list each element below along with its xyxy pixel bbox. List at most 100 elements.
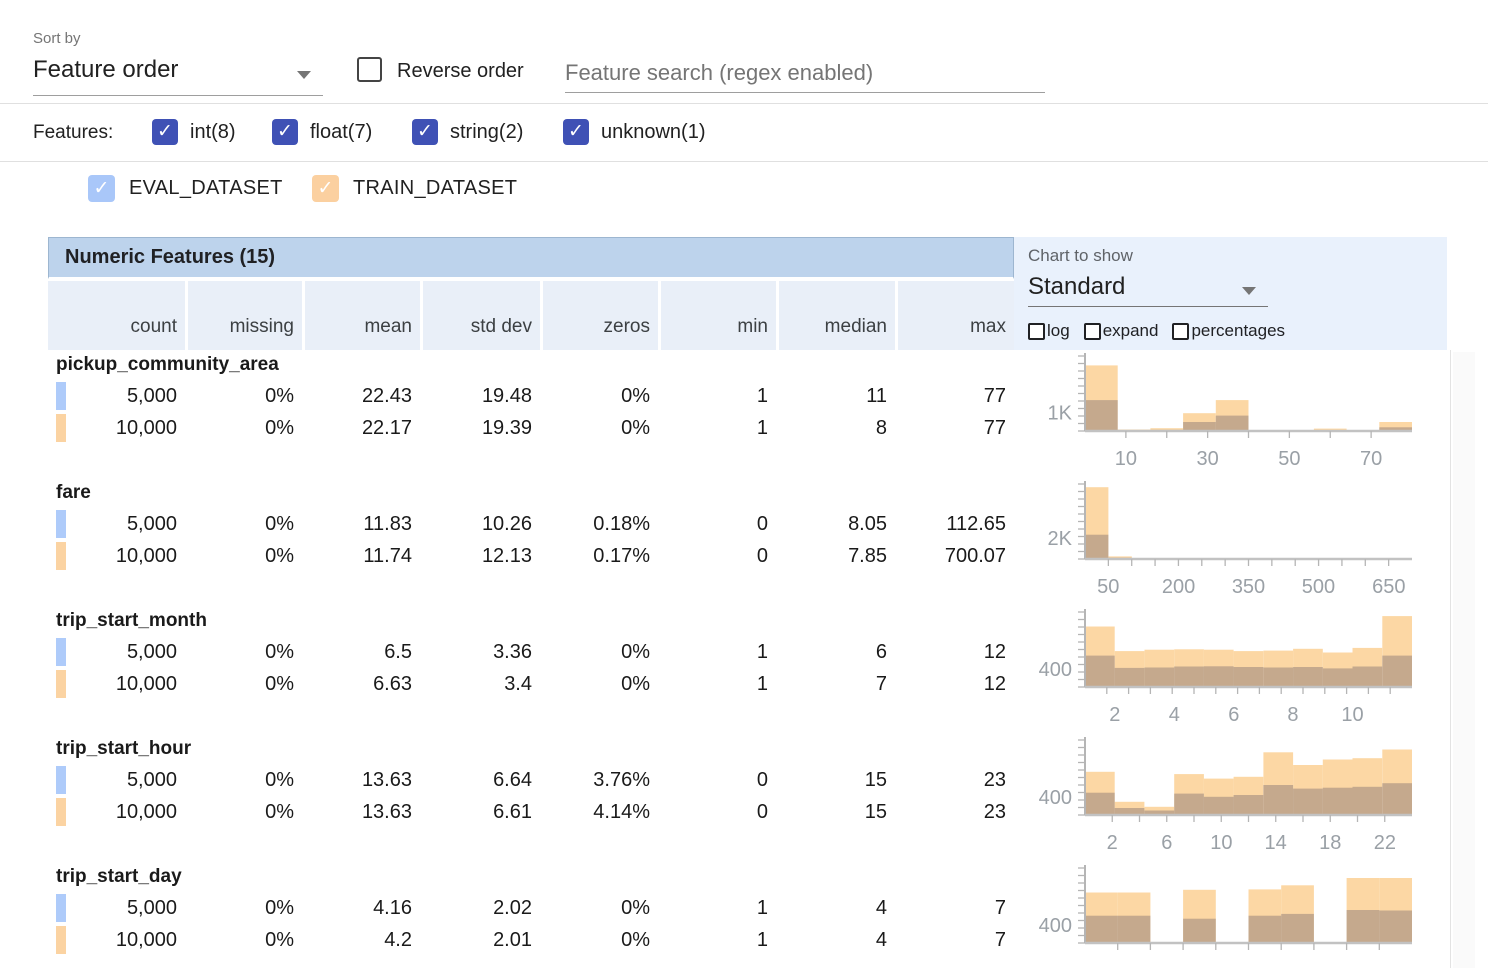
svg-text:18: 18 xyxy=(1319,832,1341,854)
search-input[interactable] xyxy=(565,52,1045,86)
checkbox-empty-icon[interactable] xyxy=(1083,322,1101,340)
filter-string[interactable]: ✓ string(2) xyxy=(412,119,523,145)
expand-label: expand xyxy=(1102,321,1159,340)
stat-count: 5,000 xyxy=(126,641,177,663)
stat-median: 7.85 xyxy=(848,545,887,567)
stat-stddev: 19.39 xyxy=(481,417,532,439)
checkbox-checked-icon[interactable]: ✓ xyxy=(152,119,178,145)
col-min: min xyxy=(658,281,776,350)
checkbox-checked-icon[interactable]: ✓ xyxy=(88,175,115,202)
svg-text:2: 2 xyxy=(1107,832,1118,854)
sort-by-dropdown[interactable]: Feature order xyxy=(33,56,323,96)
svg-text:2K: 2K xyxy=(1048,528,1073,550)
stat-stddev: 6.64 xyxy=(493,769,532,791)
stat-min: 0 xyxy=(756,769,768,791)
stat-missing: 0% xyxy=(265,417,294,439)
stat-stddev: 3.4 xyxy=(504,673,532,695)
feature-block: pickup_community_area 5,000 0% 22.43 19.… xyxy=(48,350,1014,478)
stat-max: 23 xyxy=(983,769,1006,791)
svg-text:400: 400 xyxy=(1039,659,1072,681)
stat-min: 1 xyxy=(756,417,768,439)
checkbox-checked-icon[interactable]: ✓ xyxy=(563,119,589,145)
stat-mean: 6.5 xyxy=(384,641,412,663)
dropdown-underline xyxy=(1028,306,1268,307)
log-checkbox[interactable]: log xyxy=(1028,321,1070,341)
eval-stats-row: 5,000 0% 6.5 3.36 0% 1 6 12 xyxy=(48,637,1014,668)
features-list: pickup_community_area 5,000 0% 22.43 19.… xyxy=(0,350,1488,968)
feature-search-field[interactable] xyxy=(565,52,1045,93)
stat-count: 10,000 xyxy=(115,417,177,439)
svg-text:1K: 1K xyxy=(1048,402,1073,424)
stat-min: 1 xyxy=(756,385,768,407)
chart-type-dropdown[interactable]: Standard xyxy=(1028,273,1126,300)
eval-stats-row: 5,000 0% 22.43 19.48 0% 1 11 77 xyxy=(48,381,1014,412)
feature-name: trip_start_hour xyxy=(56,738,192,759)
stat-zeros: 0% xyxy=(621,673,650,695)
checkbox-empty-icon[interactable] xyxy=(1172,322,1190,340)
svg-text:200: 200 xyxy=(1162,576,1195,598)
eval-color-chip xyxy=(56,638,66,666)
eval-color-chip xyxy=(56,382,66,410)
train-color-chip xyxy=(56,798,66,826)
scrollbar-track[interactable] xyxy=(1453,352,1475,968)
stat-count: 5,000 xyxy=(126,769,177,791)
stat-max: 7 xyxy=(994,897,1006,919)
stat-max: 77 xyxy=(983,417,1006,439)
feature-histogram-chart: 2K 50 200 350 500 650 xyxy=(1048,481,1412,598)
checkbox-checked-icon[interactable]: ✓ xyxy=(312,175,339,202)
eval-color-chip xyxy=(56,510,66,538)
stat-max: 12 xyxy=(983,641,1006,663)
stat-min: 0 xyxy=(756,801,768,823)
svg-text:10: 10 xyxy=(1115,448,1137,470)
dataset-train-toggle[interactable]: ✓ TRAIN_DATASET xyxy=(312,175,517,202)
stat-mean: 4.16 xyxy=(373,897,412,919)
stat-missing: 0% xyxy=(265,385,294,407)
train-dataset-label: TRAIN_DATASET xyxy=(353,177,518,199)
col-stddev: std dev xyxy=(420,281,540,350)
stat-max: 12 xyxy=(983,673,1006,695)
stat-stddev: 10.26 xyxy=(481,513,532,535)
stat-count: 5,000 xyxy=(126,897,177,919)
filter-float[interactable]: ✓ float(7) xyxy=(272,119,372,145)
svg-text:14: 14 xyxy=(1265,832,1287,854)
svg-text:10: 10 xyxy=(1210,832,1232,854)
eval-stats-row: 5,000 0% 4.16 2.02 0% 1 4 7 xyxy=(48,893,1014,924)
stat-count: 5,000 xyxy=(126,385,177,407)
stat-zeros: 4.14% xyxy=(593,801,650,823)
checkbox-checked-icon[interactable]: ✓ xyxy=(412,119,438,145)
train-stats-row: 10,000 0% 6.63 3.4 0% 1 7 12 xyxy=(48,669,1014,700)
chevron-down-icon xyxy=(297,71,311,79)
expand-checkbox[interactable]: expand xyxy=(1083,321,1159,341)
svg-text:22: 22 xyxy=(1374,832,1396,854)
stat-min: 1 xyxy=(756,641,768,663)
col-median: median xyxy=(776,281,895,350)
filter-int[interactable]: ✓ int(8) xyxy=(152,119,236,145)
stat-missing: 0% xyxy=(265,769,294,791)
svg-text:650: 650 xyxy=(1372,576,1405,598)
svg-text:6: 6 xyxy=(1161,832,1172,854)
stat-mean: 13.63 xyxy=(361,801,412,823)
chevron-down-icon[interactable] xyxy=(1242,287,1256,295)
stat-max: 7 xyxy=(994,929,1006,951)
checkbox-empty-icon[interactable] xyxy=(1028,322,1045,340)
stat-min: 1 xyxy=(756,929,768,951)
stat-missing: 0% xyxy=(265,801,294,823)
feature-histogram-chart: 400 2 6 10 14 18 22 xyxy=(1039,737,1412,854)
reverse-order-checkbox[interactable] xyxy=(357,57,382,82)
stat-median: 11 xyxy=(866,385,887,407)
svg-text:6: 6 xyxy=(1228,704,1239,726)
content-right-border xyxy=(1450,350,1451,968)
stat-missing: 0% xyxy=(265,641,294,663)
stat-median: 15 xyxy=(864,801,887,823)
filter-unknown[interactable]: ✓ unknown(1) xyxy=(563,119,706,145)
stat-stddev: 19.48 xyxy=(481,385,532,407)
checkbox-checked-icon[interactable]: ✓ xyxy=(272,119,298,145)
percentages-checkbox[interactable]: percentages xyxy=(1172,321,1285,341)
divider xyxy=(0,103,1488,104)
dataset-eval-toggle[interactable]: ✓ EVAL_DATASET xyxy=(88,175,283,202)
train-stats-row: 10,000 0% 22.17 19.39 0% 1 8 77 xyxy=(48,413,1014,444)
log-label: log xyxy=(1047,321,1070,340)
stats-column-header: count missing mean std dev zeros min med… xyxy=(48,281,1014,350)
stat-min: 0 xyxy=(756,513,768,535)
stat-missing: 0% xyxy=(265,513,294,535)
